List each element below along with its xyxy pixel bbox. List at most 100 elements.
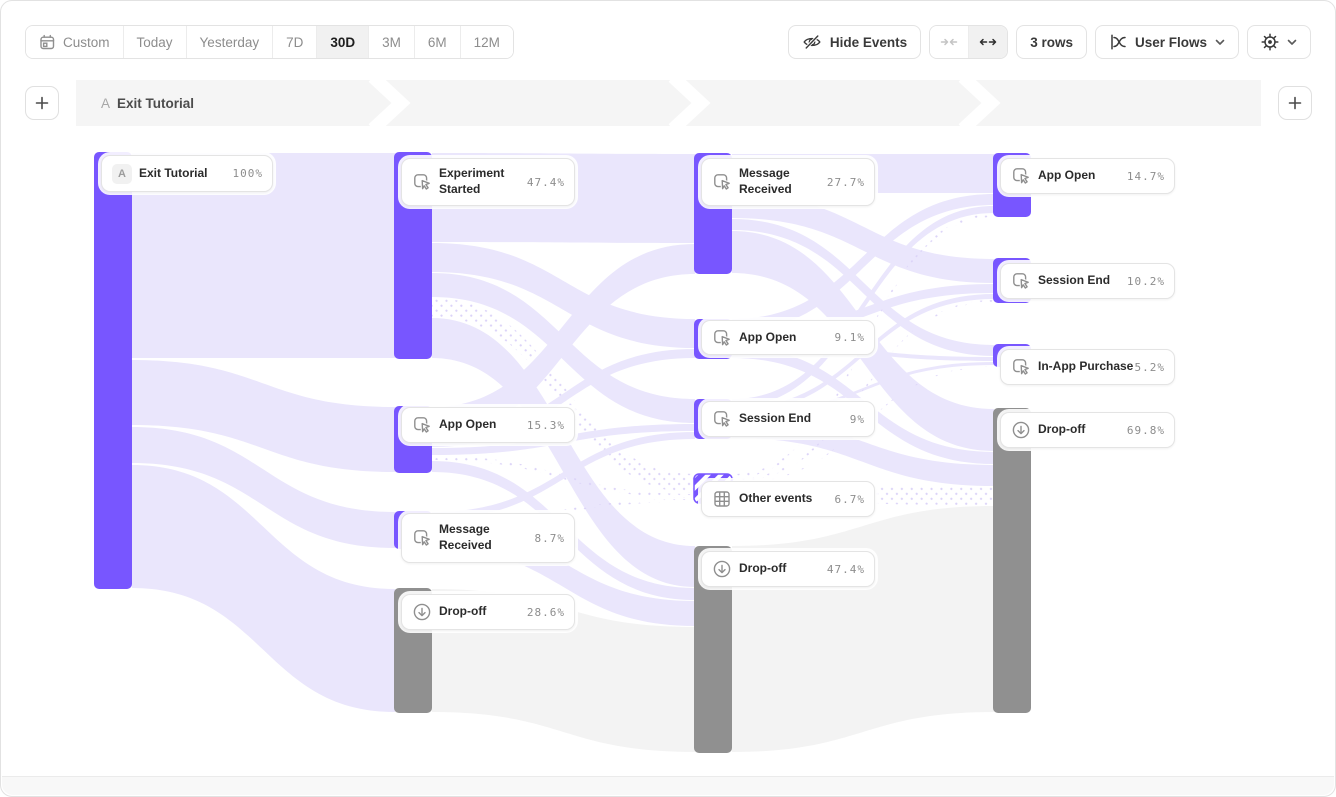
event-icon (413, 529, 431, 547)
bottom-strip (2, 776, 1334, 795)
node-card-app-open-step2[interactable]: App Open 15.3% (401, 407, 575, 443)
date-range-control: Custom Today Yesterday 7D 30D 3M 6M 12M (25, 25, 514, 59)
flow-ribbon[interactable] (432, 318, 695, 587)
toolbar-actions: Hide Events 3 rows User Flows (787, 25, 1311, 59)
event-icon (713, 328, 731, 347)
flow-ribbon[interactable] (132, 153, 395, 358)
node-label: Drop-off (1038, 422, 1086, 437)
flow-path-label: A Exit Tutorial (101, 80, 194, 126)
event-icon (413, 416, 431, 434)
node-card-other-events[interactable]: Other events 6.7% (701, 481, 875, 517)
step-separators (368, 80, 1001, 126)
node-pct: 10.2% (1126, 274, 1165, 288)
node-card-message-received-step2[interactable]: Message Received 8.7% (401, 513, 575, 563)
event-icon (1012, 167, 1030, 185)
node-pct: 6.7% (834, 492, 865, 506)
node-label: Drop-off (439, 604, 487, 619)
toolbar: Custom Today Yesterday 7D 30D 3M 6M 12M … (25, 25, 1311, 59)
flow-ribbon[interactable] (432, 349, 695, 447)
flow-ribbon[interactable] (732, 219, 994, 356)
flow-ribbon[interactable] (732, 206, 994, 407)
flow-ribbon[interactable] (132, 360, 395, 472)
rows-button[interactable]: 3 rows (1016, 25, 1087, 59)
add-step-left-button[interactable] (25, 86, 59, 120)
flow-title: Exit Tutorial (117, 95, 195, 111)
node-label: App Open (439, 417, 497, 432)
date-range-group: Custom Today Yesterday 7D 30D 3M 6M 12M (25, 25, 514, 59)
flow-ribbon[interactable] (732, 506, 994, 752)
node-card-in-app-purchase[interactable]: In-App Purchase 5.2% (1000, 349, 1175, 385)
event-icon (713, 173, 731, 191)
node-pct: 47.4% (826, 562, 865, 576)
node-label: App Open (1038, 168, 1096, 183)
node-pct: 14.7% (1126, 169, 1165, 183)
drop-off-icon (713, 560, 731, 578)
flow-ribbon[interactable] (732, 284, 994, 341)
node-card-message-received-step3[interactable]: Message Received 27.7% (701, 158, 875, 206)
series-a-badge: A (112, 163, 132, 184)
node-label: Other events (739, 491, 813, 506)
flow-ribbon[interactable] (432, 244, 695, 437)
flow-ribbon[interactable] (132, 427, 395, 548)
node-card-app-open-step3[interactable]: App Open 9.1% (701, 320, 875, 355)
step-header: A Exit Tutorial (25, 80, 1312, 126)
node-pct: 47.4% (526, 175, 565, 189)
node-pct: 15.3% (526, 418, 565, 432)
event-icon (1012, 272, 1030, 290)
node-card-exit-tutorial[interactable]: A Exit Tutorial 100% (101, 155, 273, 192)
date-range-30d[interactable]: 30D (317, 26, 370, 58)
date-range-7d[interactable]: 7D (273, 26, 318, 58)
date-range-yesterday[interactable]: Yesterday (186, 26, 274, 58)
drop-off-icon (1012, 421, 1030, 439)
node-card-session-end-step3[interactable]: Session End 9% (701, 401, 875, 437)
node-card-dropoff-step3[interactable]: Drop-off 47.4% (701, 551, 875, 587)
date-range-6m[interactable]: 6M (414, 26, 461, 58)
node-label: App Open (739, 329, 797, 344)
node-label: Exit Tutorial (139, 165, 208, 180)
node-pct: 27.7% (826, 175, 865, 189)
node-card-session-end-step4[interactable]: Session End 10.2% (1000, 263, 1175, 299)
node-label: Drop-off (739, 561, 787, 576)
node-label: Session End (1038, 273, 1111, 288)
flow-ribbon[interactable] (732, 300, 994, 482)
date-range-3m[interactable]: 3M (369, 26, 415, 58)
node-label: Session End (739, 411, 812, 426)
add-step-right-button[interactable] (1278, 86, 1312, 120)
flow-ribbon[interactable] (132, 465, 395, 712)
date-range-custom[interactable]: Custom (26, 26, 124, 58)
hide-events-button[interactable]: Hide Events (787, 25, 922, 59)
collapse-expand-control (929, 25, 1009, 59)
collapse-columns-button[interactable] (930, 26, 970, 58)
flow-node-bar[interactable] (94, 152, 132, 589)
flow-ribbon[interactable] (732, 194, 994, 283)
flow-ribbon[interactable] (432, 243, 695, 348)
grid-icon (714, 491, 730, 507)
node-label: Message Received (739, 166, 792, 196)
event-icon (713, 410, 731, 428)
node-card-dropoff-step2[interactable]: Drop-off 28.6% (401, 594, 575, 630)
flow-badge: A (101, 95, 111, 111)
node-pct: 9% (849, 412, 865, 426)
node-card-dropoff-step4[interactable]: Drop-off 69.8% (1000, 412, 1175, 448)
node-pct: 5.2% (1134, 360, 1165, 374)
node-pct: 69.8% (1126, 423, 1165, 437)
flow-ribbon[interactable] (432, 432, 695, 519)
date-range-today[interactable]: Today (123, 26, 187, 58)
flow-ribbon[interactable] (432, 499, 695, 523)
date-range-12m[interactable]: 12M (460, 26, 513, 58)
view-type-dropdown[interactable]: User Flows (1094, 25, 1239, 59)
expand-columns-button[interactable] (969, 26, 1008, 58)
flow-ribbon[interactable] (732, 194, 994, 331)
flow-node-bar[interactable] (694, 546, 732, 753)
node-label: Message Received (439, 522, 492, 552)
flow-node-bar[interactable] (993, 408, 1031, 713)
flow-path-band[interactable]: A Exit Tutorial (76, 80, 1261, 126)
node-pct: 28.6% (526, 605, 565, 619)
node-label: In-App Purchase (1038, 359, 1134, 374)
settings-dropdown[interactable] (1247, 25, 1311, 59)
node-card-app-open-step4[interactable]: App Open 14.7% (1000, 158, 1175, 194)
event-icon (413, 173, 431, 191)
node-card-experiment-started[interactable]: Experiment Started 47.4% (401, 158, 575, 206)
